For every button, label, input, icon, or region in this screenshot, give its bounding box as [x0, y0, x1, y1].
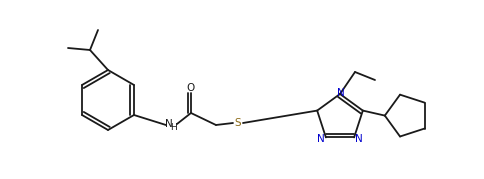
- Text: N: N: [165, 119, 173, 129]
- Text: O: O: [187, 83, 195, 93]
- Text: S: S: [235, 118, 242, 128]
- Text: N: N: [317, 134, 325, 144]
- Text: N: N: [355, 134, 363, 144]
- Text: H: H: [170, 122, 177, 132]
- Text: N: N: [337, 88, 345, 98]
